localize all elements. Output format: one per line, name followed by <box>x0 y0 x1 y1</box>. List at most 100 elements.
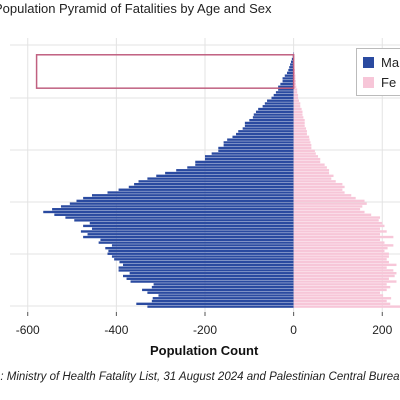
male-bar-46 <box>147 177 294 180</box>
legend: Ma Fe <box>356 48 400 96</box>
male-bar-13 <box>118 269 294 272</box>
female-bar-64 <box>293 127 307 130</box>
male-bar-60 <box>227 138 294 141</box>
female-bar-81 <box>293 80 296 83</box>
male-bar-57 <box>218 146 294 150</box>
female-bar-72 <box>293 105 301 108</box>
male-bar-78 <box>278 88 294 91</box>
female-bar-16 <box>293 260 389 264</box>
female-bar-7 <box>293 285 391 289</box>
male-bar-84 <box>286 71 294 75</box>
female-bar-82 <box>293 77 296 80</box>
female-bar-58 <box>293 144 312 147</box>
male-bar-21 <box>105 246 294 250</box>
female-bar-10 <box>293 277 389 280</box>
male-bar-39 <box>83 196 294 200</box>
female-bar-78 <box>293 88 298 91</box>
male-bar-82 <box>282 77 294 80</box>
female-bar-79 <box>293 85 297 88</box>
female-bar-60 <box>293 138 310 141</box>
x-tick-label-1: -400 <box>104 323 128 337</box>
female-bar-50 <box>293 166 327 169</box>
female-bar-53 <box>293 157 321 161</box>
female-bar-34 <box>293 210 365 214</box>
female-bar-67 <box>293 118 305 122</box>
female-bar-76 <box>293 93 299 97</box>
male-bar-80 <box>280 82 294 86</box>
male-bar-50 <box>187 166 294 169</box>
male-bar-10 <box>126 277 294 280</box>
male-bar-43 <box>128 185 294 189</box>
female-bar-51 <box>293 163 325 166</box>
female-bar-69 <box>293 113 303 116</box>
x-tick-label-4: 200 <box>372 323 392 337</box>
female-bar-11 <box>293 274 395 278</box>
female-bar-57 <box>293 146 312 150</box>
male-bar-54 <box>205 155 294 158</box>
female-bar-31 <box>293 219 379 222</box>
male-bar-4 <box>158 294 294 297</box>
legend-item-female: Fe <box>363 74 396 90</box>
male-bar-66 <box>244 121 294 125</box>
male-bar-33 <box>54 213 294 216</box>
female-bar-18 <box>293 255 389 258</box>
male-bar-2 <box>151 299 294 303</box>
female-bar-41 <box>293 191 345 194</box>
male-bar-71 <box>258 107 294 111</box>
male-bar-75 <box>271 96 294 100</box>
female-bar-37 <box>293 202 367 205</box>
x-tick-label-0: -600 <box>16 323 40 337</box>
female-bar-59 <box>293 141 311 144</box>
male-bar-48 <box>165 171 294 175</box>
female-bar-55 <box>293 152 316 155</box>
female-bar-20 <box>293 249 385 253</box>
female-bar-52 <box>293 160 321 164</box>
male-bar-24 <box>100 238 294 242</box>
female-bar-35 <box>293 208 361 211</box>
male-bar-40 <box>91 194 294 197</box>
male-bar-73 <box>264 102 294 105</box>
male-bar-23 <box>98 241 294 244</box>
female-bar-27 <box>293 230 387 233</box>
source-note: e: Ministry of Health Fatality List, 31 … <box>0 371 400 383</box>
male-bar-26 <box>87 233 294 236</box>
male-bar-38 <box>76 199 294 203</box>
female-bar-47 <box>293 174 334 178</box>
female-bar-15 <box>293 263 397 267</box>
male-bar-31 <box>74 219 294 222</box>
male-bar-30 <box>89 221 294 225</box>
female-bar-4 <box>293 294 384 297</box>
male-bar-51 <box>195 163 294 166</box>
male-bar-55 <box>211 152 294 155</box>
male-bar-1 <box>136 302 294 306</box>
female-bar-63 <box>293 130 307 133</box>
legend-label-female: Fe <box>381 74 397 90</box>
female-bar-48 <box>293 171 330 175</box>
male-bar-9 <box>130 280 294 283</box>
male-bar-37 <box>69 202 294 205</box>
female-bar-62 <box>293 132 307 136</box>
female-bar-75 <box>293 96 299 100</box>
female-bar-17 <box>293 258 387 261</box>
x-axis-label: Population Count <box>150 343 259 358</box>
female-bar-74 <box>293 99 299 102</box>
legend-swatch-female <box>363 76 374 88</box>
male-bar-85 <box>288 68 294 72</box>
male-bar-15 <box>123 263 294 267</box>
female-bar-80 <box>293 82 296 86</box>
male-bar-77 <box>275 91 294 94</box>
ticks-layer: -600 -400 -200 0 200 <box>16 312 393 337</box>
male-bar-25 <box>83 235 294 239</box>
male-bar-70 <box>255 110 294 114</box>
male-bar-6 <box>142 288 294 292</box>
male-bar-34 <box>43 210 294 214</box>
male-bar-47 <box>156 174 294 178</box>
female-bar-83 <box>293 74 296 77</box>
female-bar-3 <box>293 297 392 300</box>
female-bar-14 <box>293 266 387 269</box>
male-bar-14 <box>118 266 294 269</box>
male-bar-27 <box>80 230 294 233</box>
female-bar-8 <box>293 283 387 286</box>
male-bar-36 <box>60 205 294 208</box>
